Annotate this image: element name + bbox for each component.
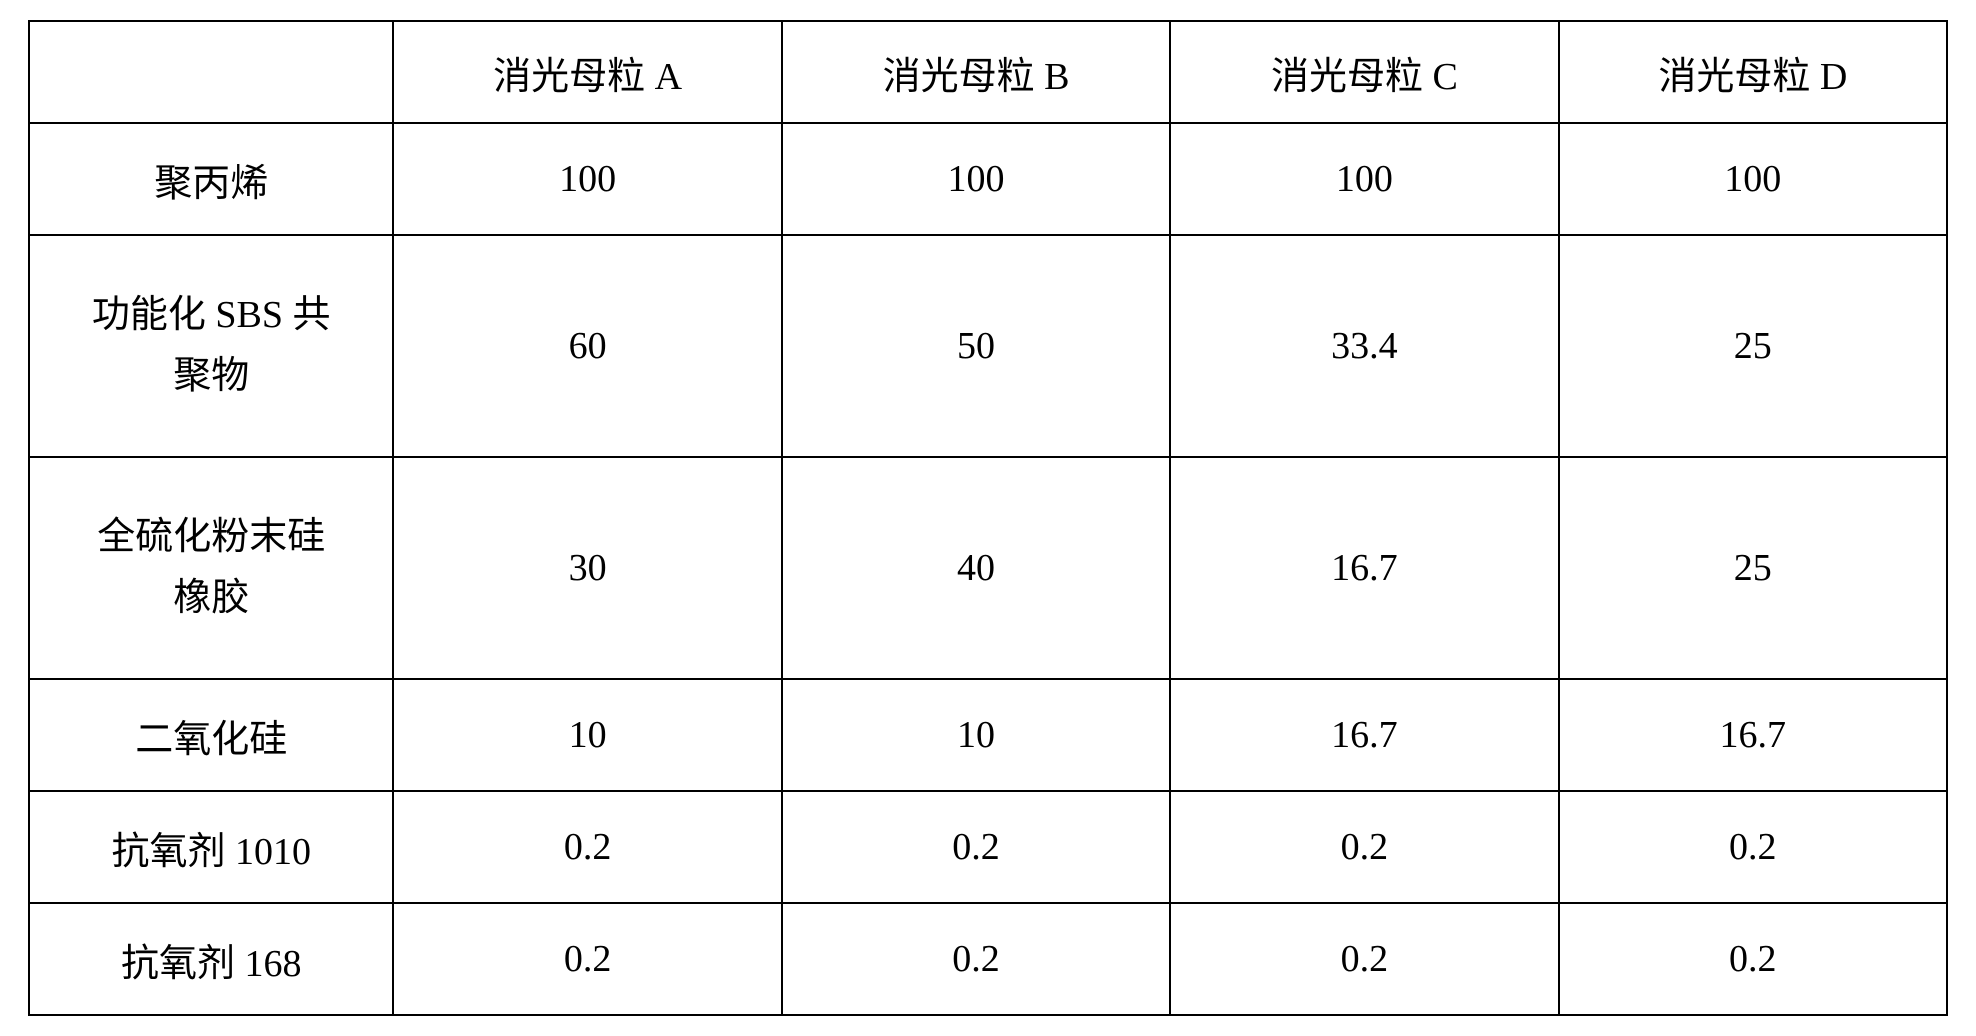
table-cell: 50 <box>782 235 1170 457</box>
table-cell: 16.7 <box>1170 679 1558 791</box>
table-cell: 0.2 <box>393 791 781 903</box>
table-row: 功能化 SBS 共聚物 60 50 33.4 25 <box>29 235 1947 457</box>
table-cell: 16.7 <box>1170 457 1558 679</box>
row-label: 二氧化硅 <box>29 679 393 791</box>
data-table: 消光母粒 A 消光母粒 B 消光母粒 C 消光母粒 D 聚丙烯 100 100 … <box>28 20 1948 1016</box>
table-cell: 0.2 <box>1170 791 1558 903</box>
header-cell-b: 消光母粒 B <box>782 21 1170 123</box>
row-label: 抗氧剂 1010 <box>29 791 393 903</box>
row-label: 聚丙烯 <box>29 123 393 235</box>
table-row: 全硫化粉末硅橡胶 30 40 16.7 25 <box>29 457 1947 679</box>
table-cell: 33.4 <box>1170 235 1558 457</box>
table-header-row: 消光母粒 A 消光母粒 B 消光母粒 C 消光母粒 D <box>29 21 1947 123</box>
table-cell: 25 <box>1559 235 1947 457</box>
row-label: 全硫化粉末硅橡胶 <box>29 457 393 679</box>
row-label: 功能化 SBS 共聚物 <box>29 235 393 457</box>
table-cell: 60 <box>393 235 781 457</box>
header-cell-c: 消光母粒 C <box>1170 21 1558 123</box>
table-cell: 100 <box>1170 123 1558 235</box>
table-cell: 100 <box>782 123 1170 235</box>
table-cell: 25 <box>1559 457 1947 679</box>
table-body: 消光母粒 A 消光母粒 B 消光母粒 C 消光母粒 D 聚丙烯 100 100 … <box>29 21 1947 1015</box>
table-cell: 30 <box>393 457 781 679</box>
table-cell: 16.7 <box>1559 679 1947 791</box>
table-cell: 100 <box>393 123 781 235</box>
table-cell: 10 <box>393 679 781 791</box>
header-cell-d: 消光母粒 D <box>1559 21 1947 123</box>
table-row: 抗氧剂 1010 0.2 0.2 0.2 0.2 <box>29 791 1947 903</box>
header-cell-blank <box>29 21 393 123</box>
table-cell: 0.2 <box>1559 791 1947 903</box>
table-cell: 0.2 <box>782 791 1170 903</box>
table-cell: 100 <box>1559 123 1947 235</box>
header-cell-a: 消光母粒 A <box>393 21 781 123</box>
table-row: 聚丙烯 100 100 100 100 <box>29 123 1947 235</box>
table-cell: 10 <box>782 679 1170 791</box>
table-row: 二氧化硅 10 10 16.7 16.7 <box>29 679 1947 791</box>
table-cell: 40 <box>782 457 1170 679</box>
